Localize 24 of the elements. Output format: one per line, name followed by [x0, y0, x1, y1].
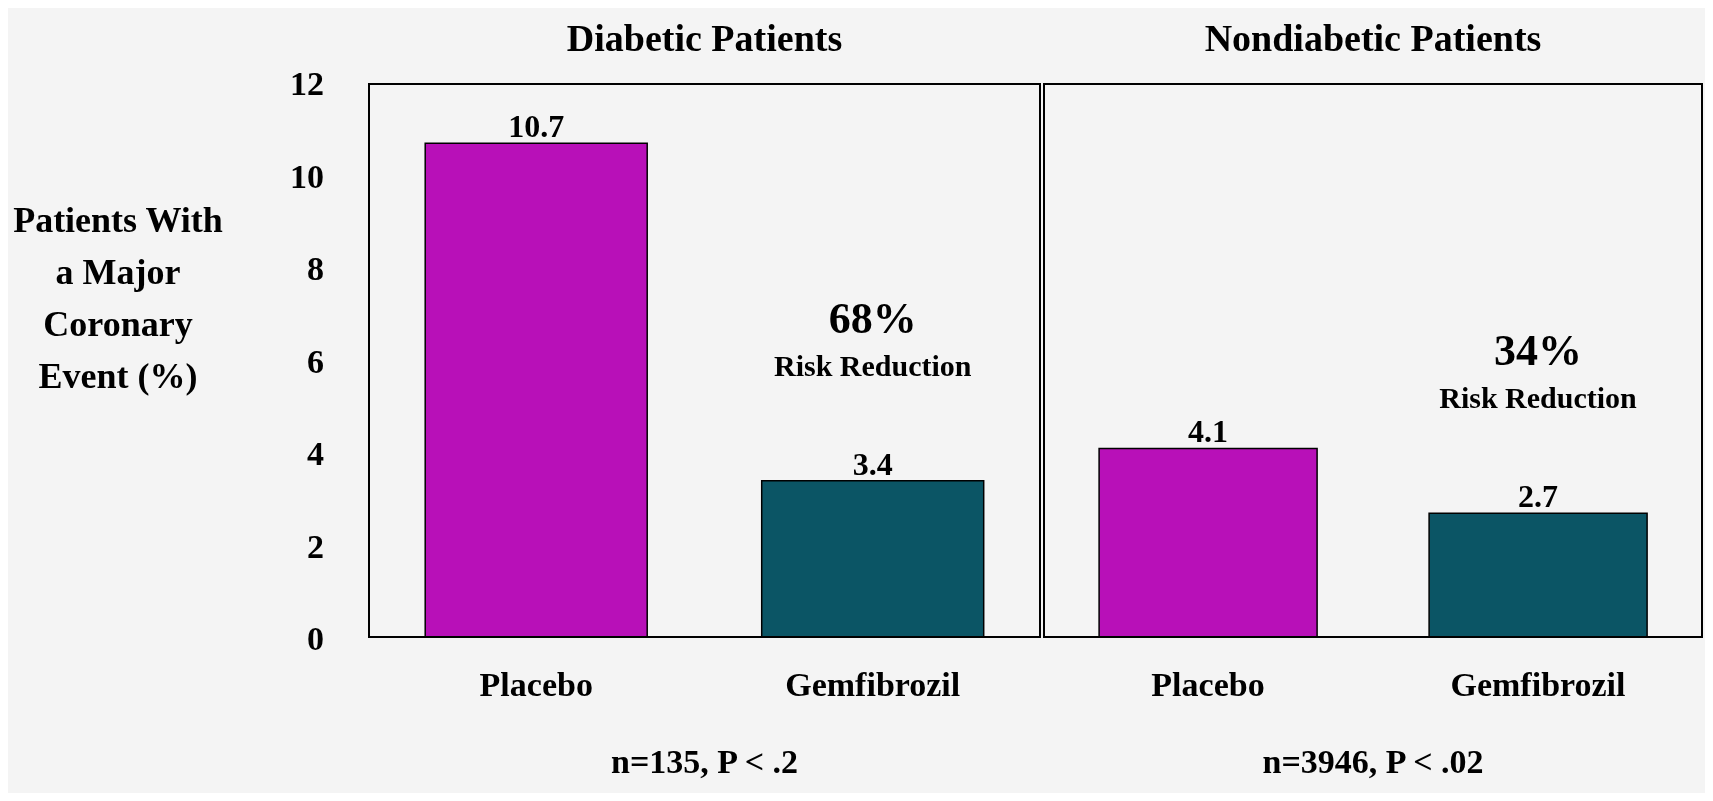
text: n=3946, P < .02	[1261, 743, 1485, 781]
x-tick-label: Placebo	[1151, 666, 1265, 704]
x-tick-label: Gemfibrozil	[1450, 666, 1626, 704]
y-tick-label: 0	[307, 620, 324, 658]
y-tick-label: 10	[290, 157, 324, 195]
x-tick-label: Placebo	[479, 666, 593, 704]
y-tick-label: 12	[290, 65, 324, 103]
data-label: 3.4	[852, 445, 893, 482]
y-axis-title: Patients With a Major Coronary Event (%)	[12, 199, 224, 398]
text: n=135, P < .2	[609, 743, 800, 781]
chart-title: Nondiabetic Patients	[1203, 16, 1543, 60]
data-label: 4.1	[1188, 413, 1229, 450]
annotation: 34%	[1493, 325, 1583, 378]
data-label: 10.7	[508, 108, 565, 145]
x-tick-label: Gemfibrozil	[785, 666, 961, 704]
chart-title: Diabetic Patients	[565, 16, 844, 60]
y-tick-label: 2	[307, 527, 324, 565]
data-label: 2.7	[1518, 478, 1559, 515]
annotation: Risk Reduction	[1438, 380, 1638, 417]
annotation: Risk Reduction	[772, 347, 973, 384]
y-tick-label: 4	[307, 435, 324, 473]
y-tick-label: 6	[307, 342, 324, 380]
annotation: 68%	[827, 292, 918, 345]
y-tick-label: 8	[307, 250, 324, 288]
